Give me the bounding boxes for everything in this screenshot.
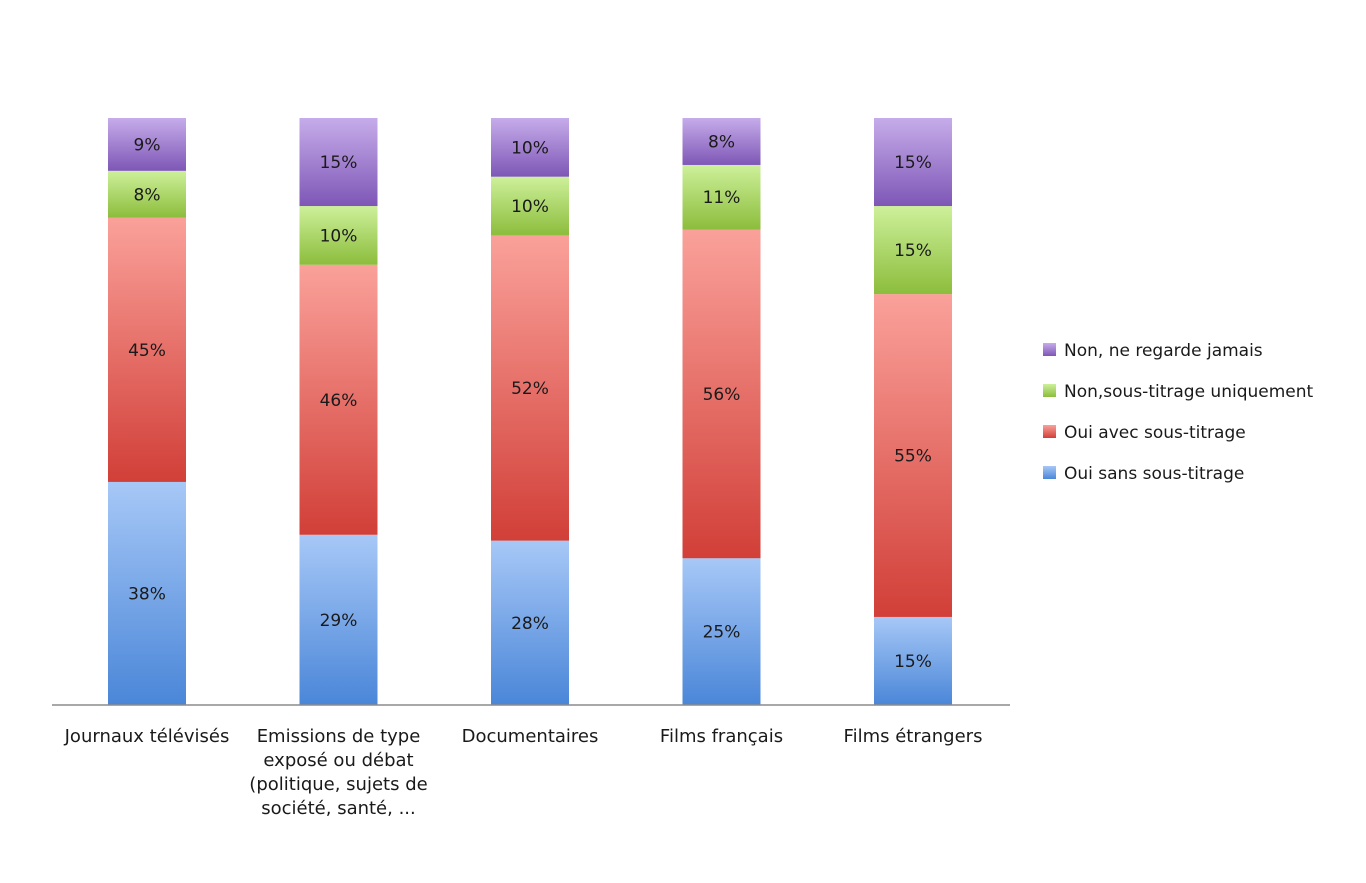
bar-segment-2-3	[682, 164, 761, 230]
legend-swatch-0	[1043, 466, 1056, 479]
bar-segment-3-4	[874, 118, 952, 207]
legend-label-3: Non, ne regarde jamais	[1064, 341, 1263, 361]
legend-label-2: Non,sous-titrage uniquement	[1064, 382, 1314, 402]
data-label-3-3: 8%	[708, 132, 735, 152]
category-label-1: Emissions de type exposé ou débat (politiq…	[249, 726, 427, 819]
x-axis-labels: Journaux télévisés Emissions de type expos…	[64, 726, 983, 819]
data-label-0-4: 15%	[894, 652, 932, 672]
bar-segment-0-3	[682, 558, 761, 705]
data-label-0-1: 29%	[320, 611, 358, 631]
data-label-0-2: 28%	[511, 614, 549, 634]
bar-segment-3-2	[491, 118, 569, 177]
legend-swatch-1	[1043, 425, 1056, 438]
bar-segment-2-0	[108, 170, 186, 218]
legend-swatch-3	[1043, 343, 1056, 356]
bars-layer: 38% 45% 8% 9% 29% 46% 10% 15% 28% 52% 10% 10% 25% 56%…	[108, 118, 952, 705]
data-label-2-4: 15%	[894, 241, 932, 261]
bar-segment-3-1	[299, 118, 378, 207]
bar-segment-1-4	[874, 294, 952, 617]
legend: Non, ne regarde jamais Non,sous-titrage u…	[1043, 341, 1314, 484]
data-label-3-2: 10%	[511, 138, 549, 158]
data-label-2-3: 11%	[703, 188, 741, 208]
data-label-2-1: 10%	[320, 226, 358, 246]
bar-segment-2-2	[491, 176, 569, 236]
bar-segment-0-0	[108, 481, 186, 705]
bar-segment-1-1	[299, 264, 378, 535]
bar-segment-1-0	[108, 217, 186, 482]
bar-segment-0-2	[491, 540, 569, 705]
legend-label-1: Oui avec sous-titrage	[1064, 423, 1246, 443]
data-label-1-1: 46%	[320, 391, 358, 411]
data-label-2-2: 10%	[511, 197, 549, 217]
data-label-3-0: 9%	[134, 135, 161, 155]
data-label-0-3: 25%	[703, 623, 741, 643]
data-label-1-2: 52%	[511, 379, 549, 399]
data-label-3-4: 15%	[894, 153, 932, 173]
legend-swatch-2	[1043, 384, 1056, 397]
legend-label-0: Oui sans sous-titrage	[1064, 464, 1244, 484]
data-label-1-0: 45%	[128, 341, 166, 361]
bar-segment-1-3	[682, 229, 761, 559]
data-label-1-3: 56%	[703, 385, 741, 405]
bar-segment-3-0	[108, 118, 186, 171]
data-label-1-4: 55%	[894, 447, 932, 467]
category-label-4: Films étrangers	[844, 726, 983, 747]
bar-segment-0-1	[299, 534, 378, 705]
bar-segment-2-4	[874, 206, 952, 295]
category-label-0: Journaux télévisés	[64, 726, 230, 747]
data-label-2-0: 8%	[134, 185, 161, 205]
category-label-3: Films français	[660, 726, 783, 747]
data-label-3-1: 15%	[320, 153, 358, 173]
category-label-2: Documentaires	[462, 726, 599, 747]
bar-segment-3-3	[682, 118, 761, 165]
data-label-0-0: 38%	[128, 584, 166, 604]
bar-segment-1-2	[491, 235, 569, 541]
bar-segment-2-1	[299, 206, 378, 265]
bar-segment-0-4	[874, 616, 952, 705]
